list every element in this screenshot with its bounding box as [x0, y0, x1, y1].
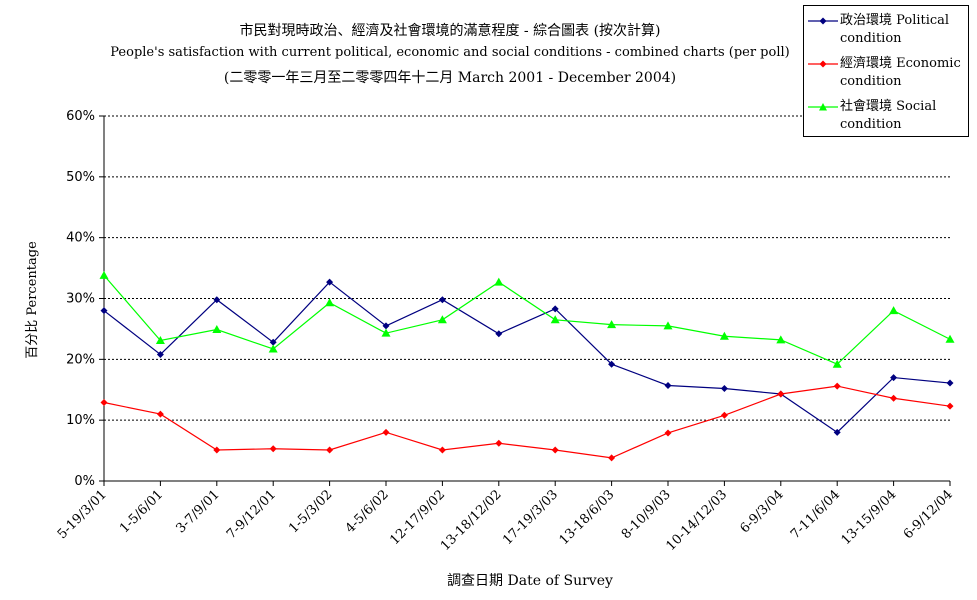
data-point — [719, 331, 729, 340]
data-point — [832, 359, 842, 368]
y-tick-labels: 0% 10% 20% 30% 40% 50% 60% — [66, 109, 95, 489]
data-point — [720, 385, 728, 393]
data-point — [608, 454, 616, 462]
legend-item-political: 政治環境 Political condition — [804, 12, 970, 52]
chart-title-english: People's satisfaction with current polit… — [110, 45, 790, 60]
data-point — [438, 446, 446, 454]
data-point — [156, 410, 164, 418]
x-tick-label: 6-9/3/04 — [737, 487, 786, 536]
legend-item-economic: 經濟環境 Economic condition — [804, 55, 970, 95]
y-tick-label: 60% — [66, 109, 95, 124]
chart-subtitle: (二零零一年三月至二零零四年十二月 March 2001 - December … — [223, 70, 677, 86]
series-line-1 — [103, 385, 951, 459]
x-tick-label: 13-18/6/03 — [557, 487, 618, 548]
legend-label-political-en: Political condition — [840, 13, 950, 46]
x-tick-label: 17-19/3/03 — [500, 487, 561, 548]
data-point — [776, 335, 786, 344]
data-point — [551, 305, 559, 313]
data-point — [889, 306, 899, 315]
data-point — [608, 360, 616, 368]
x-tick-label: 7-9/12/01 — [224, 487, 279, 542]
x-tick-label: 10-14/12/03 — [664, 487, 731, 554]
data-point — [269, 338, 277, 346]
y-tick-label: 30% — [66, 292, 95, 307]
data-point — [213, 296, 221, 304]
legend-marker-social — [808, 103, 838, 111]
y-tick-label: 0% — [74, 474, 95, 489]
data-point — [890, 394, 898, 402]
legend-label-economic-zh: 經濟環境 — [840, 56, 893, 71]
data-point — [438, 296, 446, 304]
data-point — [437, 315, 447, 324]
y-axis-label: 百分比 Percentage — [25, 241, 40, 359]
x-tick-label: 8-10/9/03 — [619, 487, 674, 542]
x-tick-label: 13-15/9/04 — [839, 487, 900, 548]
axes — [99, 115, 951, 486]
x-tick-label: 13-18/12/02 — [438, 487, 505, 554]
x-tick-label: 6-9/12/04 — [901, 487, 956, 542]
data-point — [833, 382, 841, 390]
legend-marker-political — [808, 17, 838, 25]
series-lines — [103, 274, 951, 459]
data-point — [890, 374, 898, 382]
data-point — [269, 445, 277, 453]
data-point — [551, 446, 559, 454]
y-tick-label: 20% — [66, 352, 95, 367]
x-tick-label: 5-19/3/01 — [55, 487, 110, 542]
legend-marker-economic — [808, 60, 838, 68]
data-point — [663, 321, 673, 330]
data-point — [212, 325, 222, 334]
data-point — [946, 402, 954, 410]
series-line-2 — [103, 274, 951, 365]
data-point — [494, 277, 504, 286]
data-point — [326, 446, 334, 454]
data-point — [156, 350, 164, 358]
x-tick-label: 7-11/6/04 — [788, 487, 843, 542]
y-tick-label: 40% — [66, 231, 95, 246]
gridlines — [104, 115, 950, 421]
y-tick-label: 50% — [66, 170, 95, 185]
data-point — [946, 379, 954, 387]
legend-label-economic-en: Economic condition — [840, 56, 961, 89]
x-tick-label: 1-5/6/01 — [117, 487, 166, 536]
series-markers — [99, 270, 955, 462]
legend-label-social-zh: 社會環境 — [840, 99, 893, 114]
data-point — [155, 335, 165, 344]
x-tick-label: 3-7/9/01 — [173, 487, 222, 536]
chart-title-chinese: 市民對現時政治、經濟及社會環境的滿意程度 - 綜合圖表 (按次計算) — [239, 23, 661, 39]
x-axis-label: 調查日期 Date of Survey — [447, 573, 613, 589]
legend-item-social: 社會環境 Social condition — [804, 98, 970, 138]
data-point — [833, 428, 841, 436]
data-point — [382, 428, 390, 436]
data-point — [550, 315, 560, 324]
data-point — [664, 429, 672, 437]
data-point — [720, 411, 728, 419]
legend-label-political-zh: 政治環境 — [840, 13, 893, 28]
data-point — [326, 278, 334, 286]
data-point — [325, 298, 335, 307]
data-point — [381, 328, 391, 337]
data-point — [100, 307, 108, 315]
series-line-0 — [103, 281, 951, 434]
data-point — [268, 344, 278, 353]
data-point — [607, 320, 617, 329]
data-point — [213, 446, 221, 454]
data-point — [495, 439, 503, 447]
legend-label-social-en: Social condition — [840, 99, 937, 132]
legend: 政治環境 Political condition 經濟環境 Economic c… — [803, 5, 969, 137]
x-tick-label: 12-17/9/02 — [387, 487, 448, 548]
x-tick-label: 4-5/6/02 — [343, 487, 392, 536]
data-point — [100, 399, 108, 407]
x-tick-label: 1-5/3/02 — [286, 487, 335, 536]
data-point — [495, 330, 503, 338]
data-point — [99, 270, 109, 279]
data-point — [382, 322, 390, 330]
x-tick-labels: 5-19/3/01 1-5/6/01 3-7/9/01 7-9/12/01 1-5/3/… — [55, 487, 956, 554]
data-point — [945, 334, 955, 343]
data-point — [777, 390, 785, 398]
y-tick-label: 10% — [66, 413, 95, 428]
data-point — [664, 381, 672, 389]
